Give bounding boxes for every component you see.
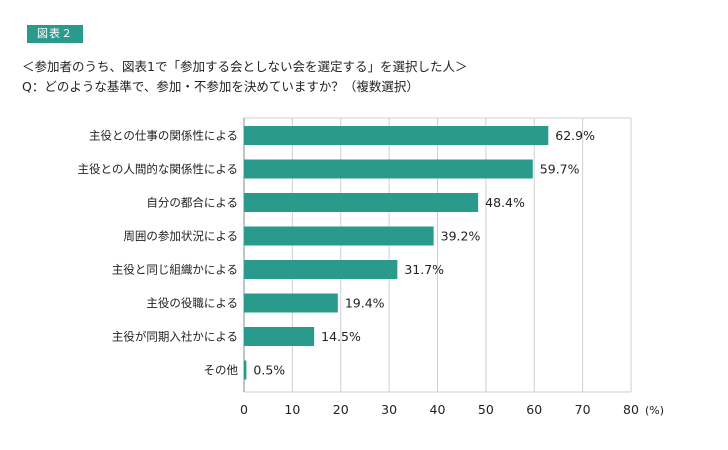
value-label: 0.5% — [253, 363, 285, 378]
x-tick-label: 0 — [240, 402, 248, 417]
category-label: 周囲の参加状況による — [123, 229, 238, 243]
category-labels: 主役との仕事の関係性による主役との人間的な関係性による自分の都合による周囲の参加… — [77, 129, 238, 378]
bar — [244, 126, 549, 145]
value-label: 19.4% — [345, 296, 385, 311]
x-tick-label: 10 — [284, 402, 300, 417]
value-label: 59.7% — [540, 162, 580, 177]
bars — [244, 126, 549, 380]
x-tick-label: 50 — [478, 402, 494, 417]
bar — [244, 260, 398, 279]
chart-title-context: ＜参加者のうち、図表1で「参加する会としない会を選定する」を選択した人＞ — [22, 59, 468, 74]
bar — [244, 226, 434, 246]
value-label: 62.9% — [555, 128, 595, 143]
value-label: 14.5% — [321, 329, 361, 344]
category-label: 自分の都合による — [146, 196, 238, 210]
figure-label: 図表２ — [27, 25, 83, 43]
bar — [244, 293, 338, 313]
x-tick-label: 30 — [381, 402, 397, 417]
x-tick-label: 60 — [526, 402, 542, 417]
x-tick-label: 40 — [430, 402, 446, 417]
category-label: 主役との人間的な関係性による — [77, 162, 238, 176]
chart-title-question: Q：どのような基準で、参加・不参加を決めていますか？（複数選択） — [22, 79, 419, 94]
x-tick-label: 20 — [333, 402, 349, 417]
bar — [244, 159, 533, 179]
category-label: 主役との仕事の関係性による — [89, 129, 238, 143]
category-label: 主役が同期入社かによる — [112, 330, 238, 344]
grid-lines — [243, 117, 632, 393]
value-label: 48.4% — [485, 195, 525, 210]
bar — [244, 360, 247, 380]
x-tick-label: 70 — [575, 402, 591, 417]
bar — [244, 327, 315, 346]
value-label: 31.7% — [404, 262, 444, 277]
x-unit-label: (%) — [645, 404, 664, 417]
value-labels: 62.9% 59.7% 48.4% 39.2% 31.7% 19.4% 14.5% 0.5% — [253, 128, 595, 378]
x-tick-label: 80 — [623, 402, 639, 417]
value-label: 39.2% — [441, 229, 481, 244]
category-label: その他 — [204, 363, 239, 377]
bar — [244, 193, 479, 212]
category-label: 主役と同じ組織かによる — [112, 263, 238, 277]
category-label: 主役の役職による — [146, 296, 238, 310]
x-tick-labels: 0 10 20 30 40 50 60 70 80 (%) — [240, 402, 664, 417]
